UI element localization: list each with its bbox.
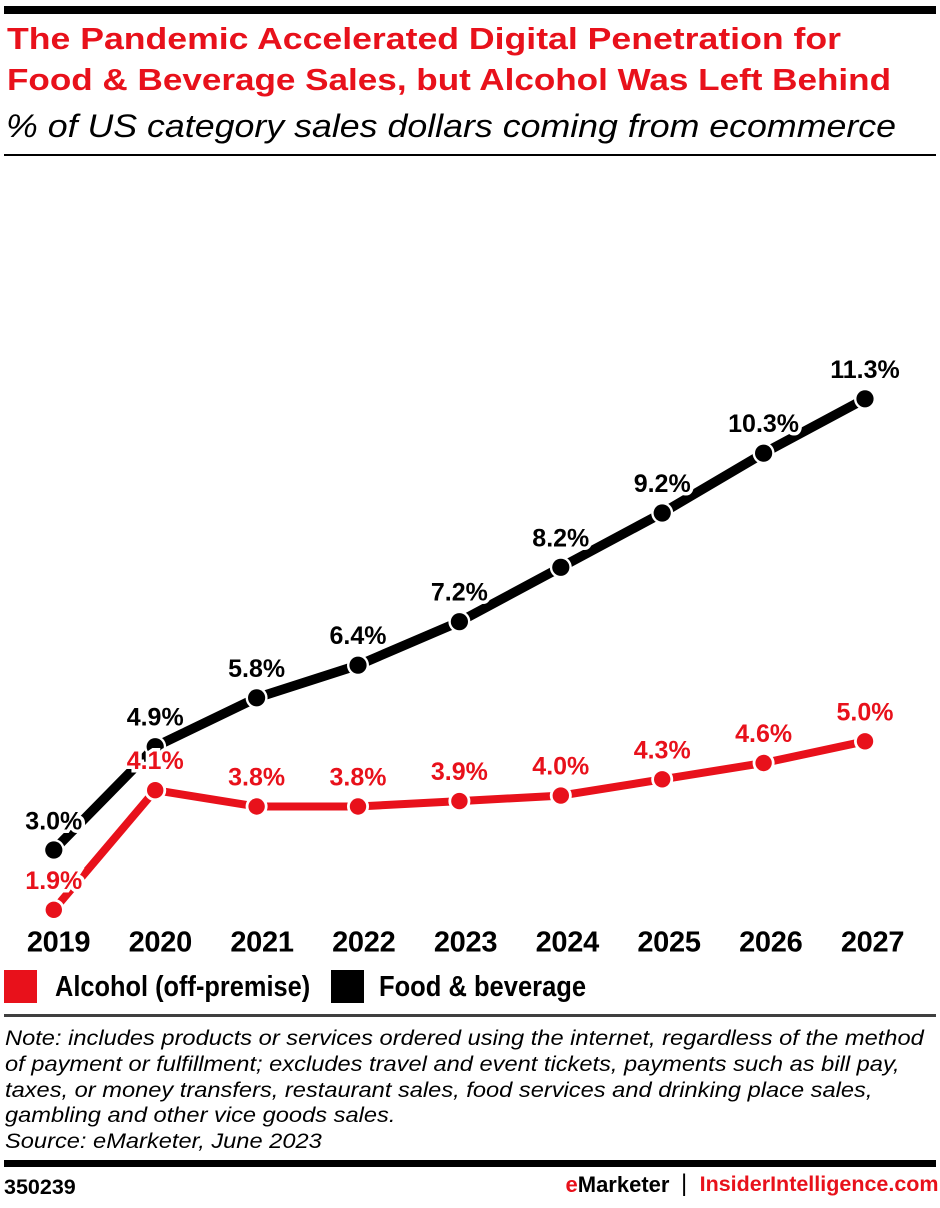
svg-text:7.2%: 7.2% [431, 579, 488, 607]
svg-text:2025: 2025 [637, 927, 700, 959]
svg-text:3.8%: 3.8% [228, 764, 285, 792]
svg-text:5.8%: 5.8% [228, 655, 285, 683]
svg-text:2022: 2022 [332, 927, 395, 959]
svg-text:1.9%: 1.9% [25, 867, 82, 895]
svg-text:2023: 2023 [434, 927, 497, 959]
svg-text:8.2%: 8.2% [532, 524, 589, 552]
svg-text:4.0%: 4.0% [532, 753, 589, 781]
svg-text:4.9%: 4.9% [127, 704, 184, 732]
svg-text:11.3%: 11.3% [830, 356, 900, 384]
svg-text:5.0%: 5.0% [837, 698, 894, 726]
svg-text:4.6%: 4.6% [735, 720, 792, 748]
svg-text:2026: 2026 [739, 927, 802, 959]
svg-text:10.3%: 10.3% [728, 410, 799, 438]
svg-text:9.2%: 9.2% [634, 470, 691, 498]
svg-text:3.8%: 3.8% [330, 764, 387, 792]
svg-text:2019: 2019 [27, 927, 90, 959]
svg-text:2020: 2020 [129, 927, 192, 959]
svg-text:4.1%: 4.1% [127, 747, 184, 775]
svg-text:6.4%: 6.4% [330, 622, 387, 650]
svg-text:4.3%: 4.3% [634, 736, 691, 764]
svg-text:2021: 2021 [230, 927, 293, 959]
svg-text:2027: 2027 [841, 927, 904, 959]
svg-text:2024: 2024 [536, 927, 599, 959]
svg-text:3.0%: 3.0% [25, 807, 82, 835]
svg-text:3.9%: 3.9% [431, 758, 488, 786]
